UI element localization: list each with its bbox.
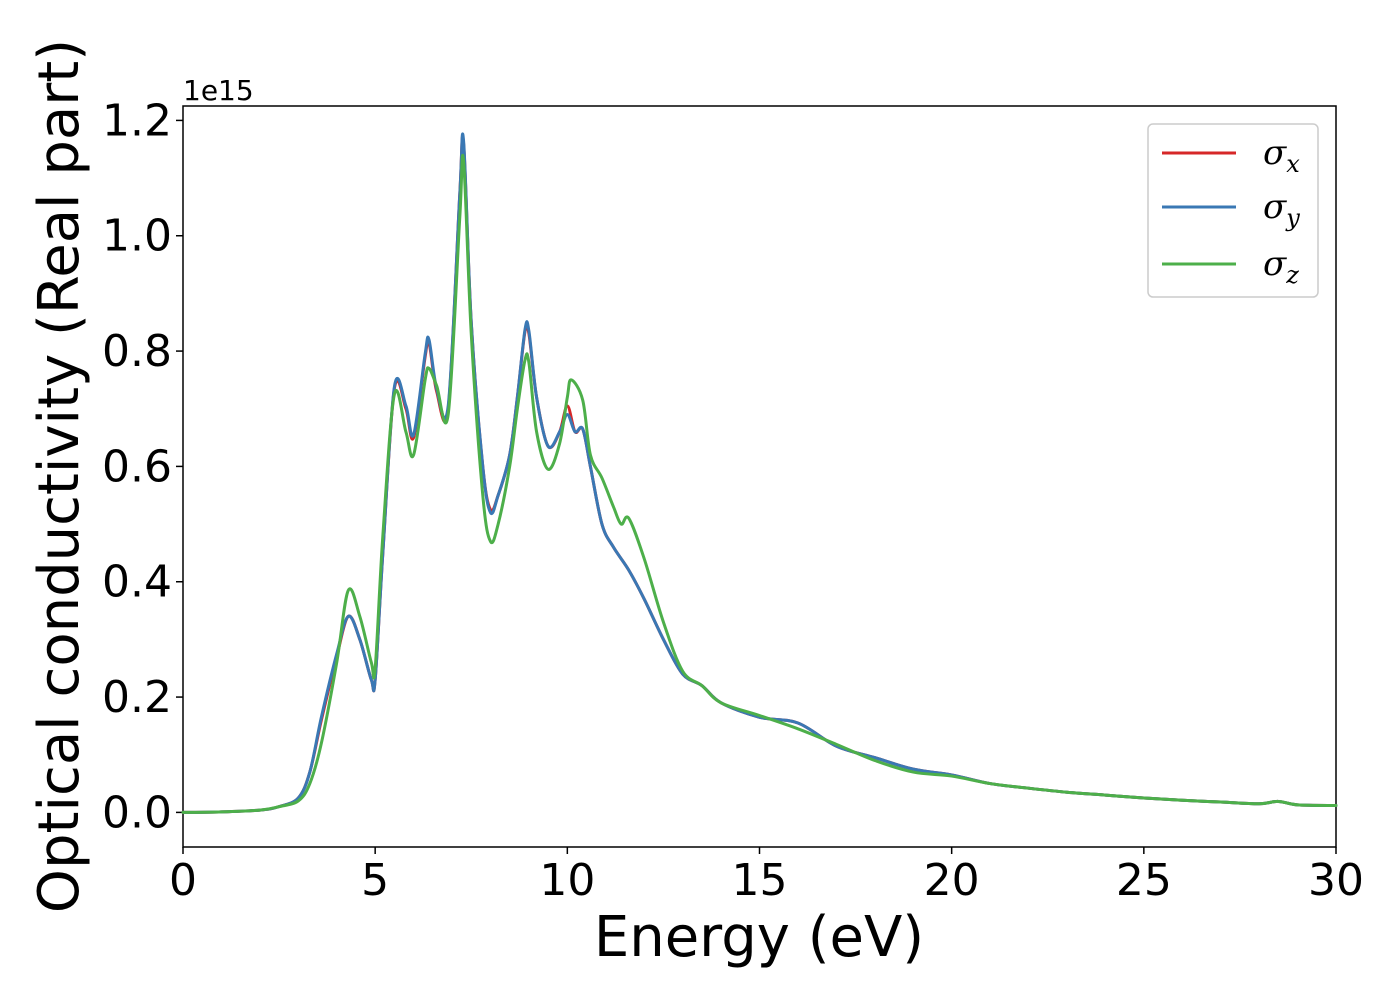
y-tick-label: 0.4 [102, 557, 172, 608]
y-tick-label: 1.0 [102, 211, 172, 262]
y-tick-label: 1.2 [102, 95, 172, 146]
x-tick-label: 15 [732, 855, 788, 906]
x-tick-label: 10 [539, 855, 595, 906]
y-tick-label: 0.0 [102, 787, 172, 838]
legend-label-symbol: σ [1263, 133, 1287, 173]
y-tick-label: 0.2 [102, 672, 172, 723]
legend-label-subscript: x [1286, 150, 1300, 178]
legend-label-symbol: σ [1263, 187, 1287, 227]
x-tick-label: 0 [169, 855, 197, 906]
series-line-z [181, 153, 1338, 814]
y-axis-ticks: 0.0 0.2 0.4 0.6 0.8 1.0 1.2 [102, 95, 183, 838]
x-tick-label: 5 [361, 855, 389, 906]
x-tick-label: 25 [1116, 855, 1172, 906]
series-lines [181, 132, 1338, 814]
legend-label-x: σx [1263, 133, 1300, 178]
legend-label-y: σy [1263, 187, 1300, 232]
x-tick-label: 20 [924, 855, 980, 906]
x-tick-label: 30 [1308, 855, 1364, 906]
y-tick-label: 0.6 [102, 441, 172, 492]
legend-label-symbol: σ [1263, 244, 1287, 284]
y-axis-label: Optical conductivity (Real part) [27, 39, 92, 913]
legend-label-subscript: z [1285, 261, 1299, 289]
x-axis-ticks: 0 5 10 15 20 25 30 [169, 847, 1364, 906]
plot-area-frame [182, 105, 1337, 848]
legend-label-z: σz [1263, 244, 1299, 289]
y-tick-label: 0.8 [102, 326, 172, 377]
legend-label-subscript: y [1285, 204, 1300, 232]
legend-box [1147, 123, 1319, 298]
y-offset-label: 1e15 [183, 74, 254, 107]
x-axis-label: Energy (eV) [594, 905, 924, 970]
